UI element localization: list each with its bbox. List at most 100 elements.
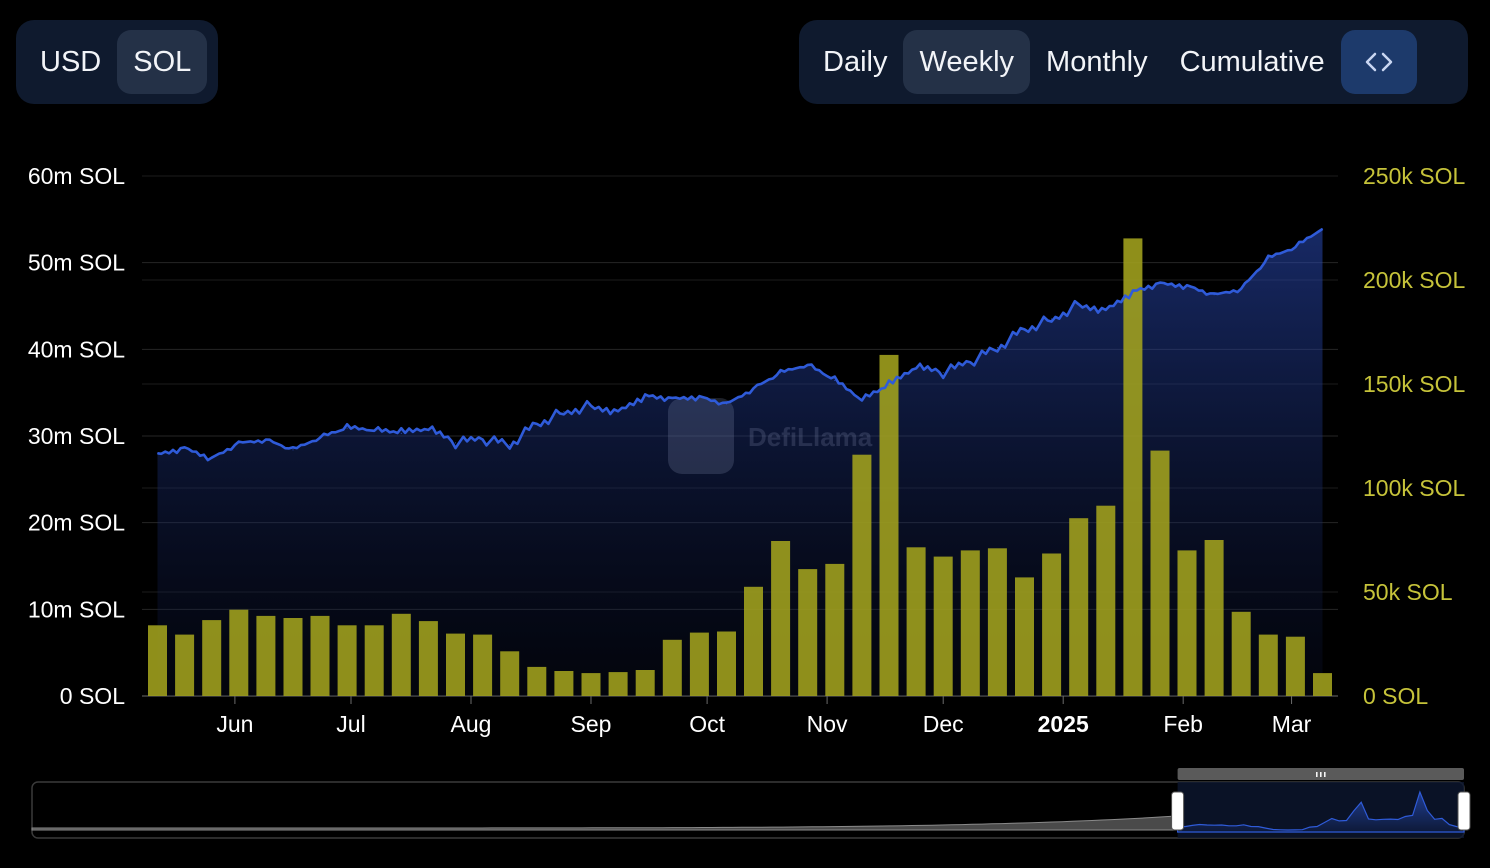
watermark-text: DefiLlama	[748, 422, 873, 452]
line-point	[1294, 246, 1296, 248]
monthly-button[interactable]: Monthly	[1046, 45, 1148, 78]
line-point	[1051, 318, 1053, 320]
daily-button[interactable]: Daily	[823, 45, 888, 78]
bar[interactable]	[554, 671, 574, 696]
bar[interactable]	[337, 625, 357, 696]
line-series	[157, 227, 1324, 462]
bar[interactable]	[608, 672, 628, 696]
line-point	[265, 439, 267, 440]
navigator-left-handle[interactable]	[1171, 791, 1185, 831]
bar[interactable]	[798, 569, 818, 696]
x-tick-label: Jun	[216, 711, 253, 737]
bar[interactable]	[1231, 611, 1251, 696]
x-tick-label: Dec	[923, 711, 964, 737]
line-point	[1186, 284, 1188, 286]
bar[interactable]	[364, 625, 384, 696]
bar[interactable]	[1204, 540, 1224, 696]
x-tick-label: Nov	[807, 711, 848, 737]
left-axis: 0 SOL 10m SOL 20m SOL 30m SOL 40m SOL 50m SOL…	[28, 163, 125, 709]
bar[interactable]	[1096, 505, 1116, 696]
bar[interactable]	[1258, 634, 1278, 696]
right-tick-label: 200k SOL	[1363, 267, 1465, 293]
bar[interactable]	[717, 631, 736, 697]
bar[interactable]	[148, 625, 167, 696]
bar[interactable]	[175, 634, 195, 696]
line-point	[915, 367, 917, 369]
bar-series	[148, 238, 1332, 696]
left-tick-label: 40m SOL	[28, 336, 125, 362]
line-point	[861, 400, 863, 401]
x-axis: Jun Jul Aug Sep Oct Nov Dec 2025 Feb Mar	[216, 696, 1312, 737]
left-tick-label: 10m SOL	[28, 596, 125, 622]
bar[interactable]	[1015, 577, 1034, 696]
bar[interactable]	[635, 670, 655, 696]
line-area	[157, 228, 1323, 696]
line-point	[1240, 288, 1242, 290]
line-point	[211, 457, 213, 459]
bar[interactable]	[771, 541, 791, 696]
right-tick-label: 50k SOL	[1363, 579, 1453, 605]
bar[interactable]	[418, 621, 438, 696]
line-point	[1322, 228, 1323, 230]
weekly-button[interactable]: Weekly	[903, 30, 1031, 94]
line-point	[780, 372, 782, 374]
bar[interactable]	[1069, 518, 1089, 696]
line-point	[996, 347, 998, 349]
x-tick-label: Feb	[1163, 711, 1203, 737]
line-point	[1078, 303, 1080, 305]
line-path	[157, 227, 1324, 462]
line-point	[590, 405, 592, 407]
bar[interactable]	[1313, 673, 1332, 696]
bar[interactable]	[500, 651, 520, 696]
bar[interactable]	[310, 615, 330, 696]
bar[interactable]	[852, 454, 872, 696]
bar[interactable]	[662, 639, 682, 696]
line-point	[482, 439, 484, 440]
watermark: DefiLlama	[668, 398, 873, 474]
line-point	[726, 403, 727, 405]
right-tick-label: 150k SOL	[1363, 371, 1465, 397]
line-point	[969, 361, 971, 363]
line-point	[157, 452, 158, 454]
bar[interactable]	[987, 548, 1007, 696]
bar[interactable]	[581, 673, 601, 696]
bar[interactable]	[906, 547, 926, 696]
embed-button[interactable]	[1340, 30, 1417, 94]
bar[interactable]	[229, 609, 249, 696]
bar[interactable]	[391, 613, 411, 696]
bar[interactable]	[283, 618, 303, 696]
cumulative-button[interactable]: Cumulative	[1179, 45, 1325, 78]
bar[interactable]	[1285, 636, 1305, 696]
bar[interactable]	[879, 354, 899, 696]
bar[interactable]	[527, 666, 547, 696]
bar[interactable]	[689, 632, 709, 696]
bar[interactable]	[446, 633, 465, 696]
line-point	[1213, 294, 1215, 296]
line-point	[807, 364, 809, 366]
line-point	[292, 449, 294, 451]
bar[interactable]	[473, 634, 493, 696]
sol-button[interactable]: SOL	[117, 30, 208, 94]
bar[interactable]	[933, 556, 953, 696]
line-point	[184, 446, 186, 448]
left-tick-label: 20m SOL	[28, 510, 125, 536]
bar[interactable]	[256, 615, 276, 696]
right-tick-label: 0 SOL	[1363, 683, 1428, 709]
bar[interactable]	[1150, 450, 1170, 696]
left-tick-label: 50m SOL	[28, 250, 125, 276]
bar[interactable]	[1177, 550, 1197, 696]
line-point	[888, 385, 890, 387]
usd-button[interactable]: USD	[40, 45, 102, 78]
bar[interactable]	[1123, 238, 1143, 696]
period-toggle: Daily Weekly Monthly Cumulative	[799, 20, 1468, 104]
bar[interactable]	[1042, 553, 1062, 697]
navigator-right-handle[interactable]	[1457, 791, 1471, 831]
bar[interactable]	[202, 620, 222, 696]
bar[interactable]	[744, 586, 763, 696]
x-tick-label: Sep	[571, 711, 612, 737]
line-point	[455, 442, 456, 444]
code-brackets-icon	[1365, 52, 1392, 72]
bar[interactable]	[825, 563, 845, 696]
bar[interactable]	[960, 550, 980, 696]
